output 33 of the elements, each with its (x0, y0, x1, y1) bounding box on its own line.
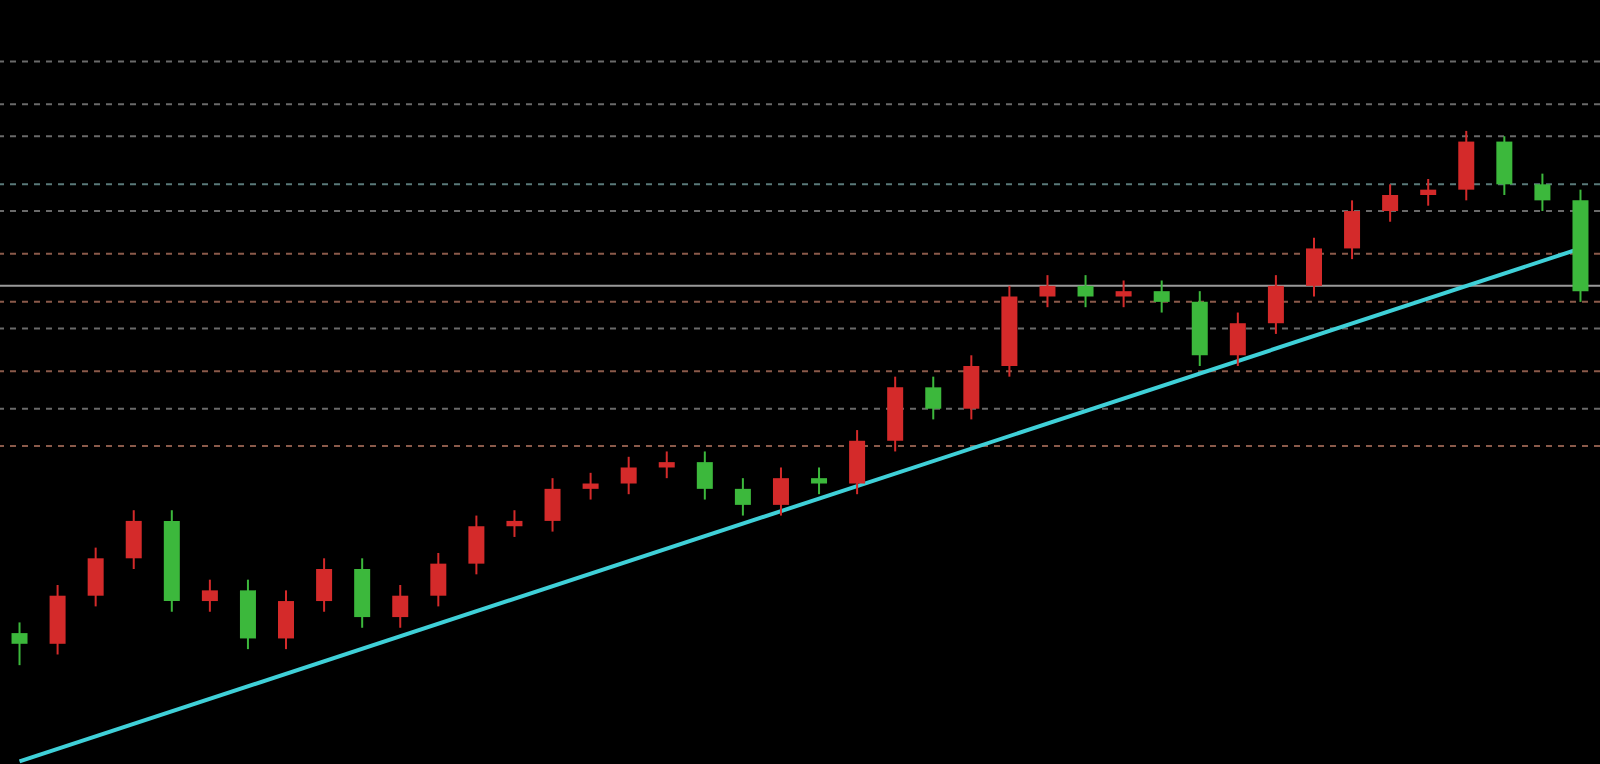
candlestick (1267, 274, 1284, 335)
candlestick (11, 621, 28, 667)
candlestick (582, 471, 599, 501)
candlestick (392, 584, 409, 629)
candlestick (468, 514, 485, 576)
candlestick (620, 455, 637, 496)
candlestick (1420, 177, 1437, 207)
candlestick (658, 450, 675, 480)
candlestick (1077, 274, 1094, 309)
candlestick (1115, 279, 1132, 309)
candlestick (430, 551, 447, 608)
candlestick (506, 509, 523, 538)
candlestick (811, 466, 828, 496)
candlestick (1305, 236, 1322, 298)
candlestick (1534, 172, 1551, 213)
candlestick (925, 375, 942, 421)
candlestick (87, 546, 104, 608)
candlestick (1039, 274, 1056, 309)
candlestick (544, 477, 561, 533)
candlestick (1382, 183, 1399, 223)
candlestick (1153, 279, 1170, 314)
candlestick (772, 466, 789, 517)
candlestick (696, 450, 713, 501)
candlestick (963, 354, 980, 421)
candlestick (734, 477, 751, 517)
candlestick (316, 557, 333, 613)
candlestick (1229, 311, 1246, 367)
candlestick (278, 589, 295, 651)
candlestick (125, 509, 142, 570)
candlestick (849, 429, 866, 496)
candlestick (1496, 135, 1513, 197)
candlestick (1344, 199, 1361, 261)
candlestick (201, 578, 218, 613)
